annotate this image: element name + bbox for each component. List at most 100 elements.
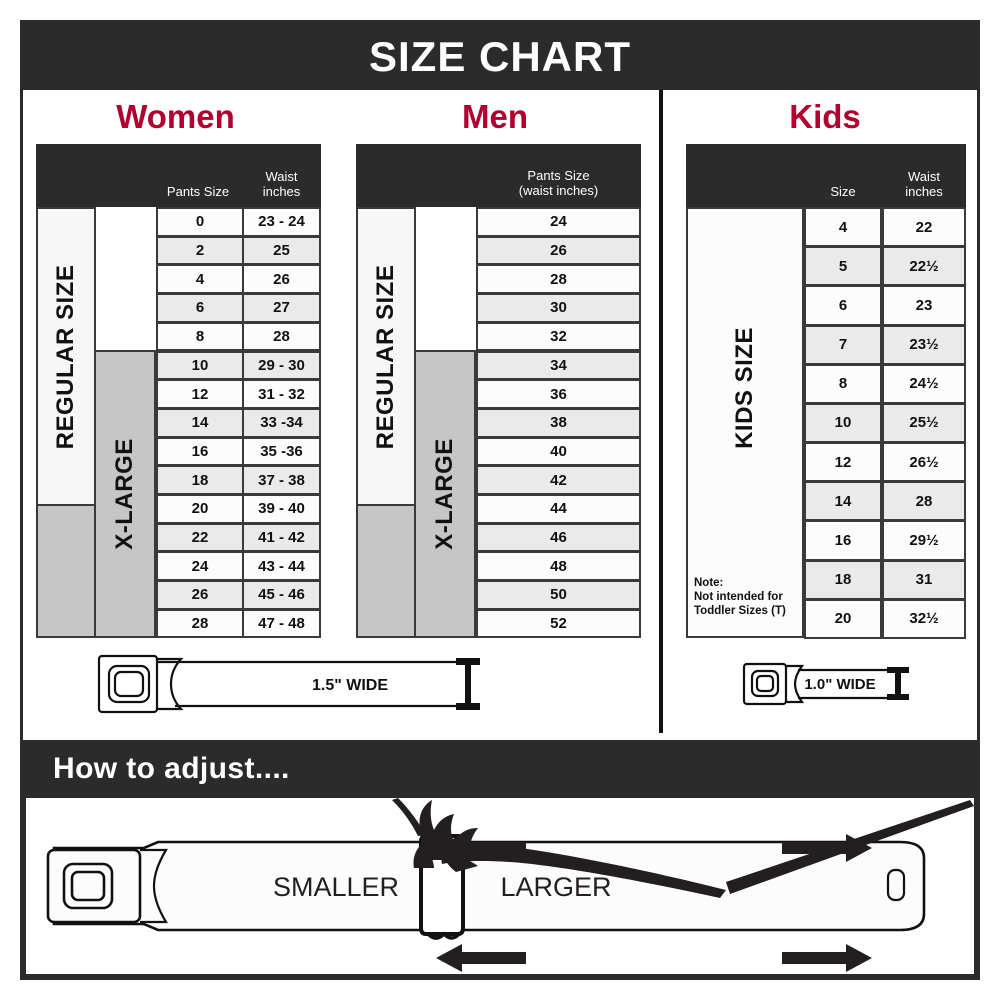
- section-heading-men: Men: [462, 98, 528, 135]
- kids-row-size: 10: [804, 402, 882, 444]
- men-col1-header-line2: (waist inches): [518, 183, 599, 198]
- kids-note-line1: Note:: [694, 577, 724, 589]
- men-row-size: 52: [476, 608, 641, 639]
- women-row-size: 26: [156, 580, 244, 610]
- larger-label: LARGER: [500, 872, 611, 902]
- kids-row-waist: 22½: [882, 246, 966, 287]
- women-row-waist: 26: [242, 264, 321, 295]
- women-row-waist: 41 - 42: [242, 522, 321, 553]
- kids-row-waist: 22: [882, 207, 966, 248]
- men-xlarge-block: X-LARGE: [414, 350, 476, 638]
- kids-size-table: Size Waist inches KIDS SIZE Note: Not in…: [686, 144, 966, 639]
- kids-col2-header-line2: inches: [905, 184, 943, 199]
- kids-row-waist: 23: [882, 285, 966, 326]
- kids-row-size: 20: [804, 598, 882, 639]
- women-row-size: 16: [156, 436, 244, 467]
- kids-row-size: 5: [804, 246, 882, 287]
- women-row-waist: 29 - 30: [242, 350, 321, 381]
- women-row-size: 24: [156, 551, 244, 582]
- women-col2-header-line1: Waist: [265, 169, 298, 184]
- men-row-size: 38: [476, 407, 641, 438]
- men-col1-header-line1: Pants Size: [527, 168, 590, 183]
- page-title-bar: SIZE CHART: [23, 23, 977, 90]
- men-row-size: 34: [476, 350, 641, 381]
- men-table-header: Pants Size (waist inches): [356, 144, 641, 207]
- women-xlarge-label: X-LARGE: [111, 438, 138, 550]
- section-heading-kids: Kids: [789, 98, 861, 135]
- men-row-size: 28: [476, 264, 641, 295]
- women-row-size: 0: [156, 207, 244, 237]
- women-row-waist: 23 - 24: [242, 207, 321, 237]
- women-row-size: 6: [156, 293, 244, 323]
- women-row-waist: 37 - 38: [242, 465, 321, 495]
- men-size-table: Pants Size (waist inches) X-LARGE REGULA…: [356, 144, 641, 639]
- kids-col2-header-line1: Waist: [907, 169, 941, 184]
- women-xlarge-block: X-LARGE: [94, 350, 156, 638]
- kids-row-waist: 23½: [882, 324, 966, 365]
- kids-row-size: 14: [804, 481, 882, 522]
- men-xlarge-label: X-LARGE: [431, 438, 458, 550]
- men-row-size: 40: [476, 436, 641, 467]
- women-row-size: 28: [156, 608, 244, 639]
- women-row-size: 10: [156, 350, 244, 381]
- adult-belt-illustration: 1.5" WIDE: [97, 654, 480, 714]
- women-col2-header-line2: inches: [262, 184, 301, 199]
- kids-row-waist: 31: [882, 559, 966, 600]
- kids-row-waist: 32½: [882, 598, 966, 639]
- smaller-label: SMALLER: [273, 872, 399, 902]
- kids-belt-illustration: 1.0" WIDE: [742, 662, 909, 706]
- how-to-adjust-heading: How to adjust....: [53, 752, 290, 785]
- kids-note-line2: Not intended for: [694, 591, 783, 603]
- kids-table-header: Size Waist inches: [686, 144, 966, 207]
- kids-row-size: 6: [804, 285, 882, 326]
- men-row-size: 48: [476, 551, 641, 582]
- kids-row-waist: 25½: [882, 402, 966, 444]
- women-row-size: 2: [156, 235, 244, 266]
- men-row-size: 42: [476, 465, 641, 495]
- men-col1-header: Pants Size (waist inches): [476, 168, 641, 198]
- kids-note-line3: Toddler Sizes (T): [694, 605, 786, 617]
- kids-row-size: 12: [804, 442, 882, 483]
- men-row-size: 24: [476, 207, 641, 237]
- women-row-waist: 31 - 32: [242, 379, 321, 409]
- kids-row-waist: 28: [882, 481, 966, 522]
- kids-note: Note: Not intended for Toddler Sizes (T): [694, 576, 806, 618]
- women-row-size: 8: [156, 321, 244, 352]
- women-col1-header: Pants Size: [166, 184, 230, 199]
- kids-row-size: 7: [804, 324, 882, 365]
- men-row-size: 46: [476, 522, 641, 553]
- women-row-waist: 39 - 40: [242, 494, 321, 524]
- women-xlarge-left-fill: [36, 504, 96, 638]
- women-row-size: 14: [156, 407, 244, 438]
- women-row-waist: 27: [242, 293, 321, 323]
- kids-row-waist: 26½: [882, 442, 966, 483]
- women-row-size: 20: [156, 494, 244, 524]
- women-row-waist: 45 - 46: [242, 580, 321, 610]
- women-row-waist: 43 - 44: [242, 551, 321, 582]
- men-row-size: 26: [476, 235, 641, 266]
- men-regular-block: REGULAR SIZE: [356, 207, 416, 506]
- men-row-size: 44: [476, 494, 641, 524]
- kids-row-waist: 29½: [882, 520, 966, 561]
- kids-size-label: KIDS SIZE: [731, 327, 758, 450]
- kids-col1-header: Size: [830, 184, 856, 199]
- kids-size-block: KIDS SIZE: [686, 207, 804, 638]
- how-to-adjust-bar: How to adjust....: [23, 740, 977, 798]
- kids-row-size: 4: [804, 207, 882, 248]
- vertical-divider: [659, 90, 663, 733]
- men-row-size: 50: [476, 580, 641, 610]
- women-row-waist: 28: [242, 321, 321, 352]
- men-row-size: 32: [476, 321, 641, 352]
- kids-belt-width-label: 1.0" WIDE: [804, 676, 875, 693]
- women-row-size: 4: [156, 264, 244, 295]
- women-row-waist: 25: [242, 235, 321, 266]
- women-table-header: Pants Size Waist inches: [36, 144, 321, 207]
- kids-col2-header: Waist inches: [882, 169, 966, 199]
- women-regular-block: REGULAR SIZE: [36, 207, 96, 506]
- men-xlarge-left-fill: [356, 504, 416, 638]
- how-to-adjust-illustration-area: SMALLER LARGER: [23, 798, 977, 977]
- women-row-size: 12: [156, 379, 244, 409]
- adult-belt-width-label: 1.5" WIDE: [312, 677, 388, 694]
- page-title: SIZE CHART: [369, 32, 631, 80]
